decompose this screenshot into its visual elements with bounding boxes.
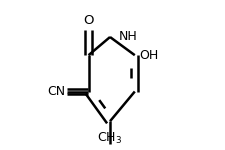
Text: O: O (83, 14, 94, 27)
Text: OH: OH (140, 49, 159, 62)
Text: NH: NH (118, 30, 137, 43)
Text: CN: CN (47, 85, 65, 98)
Text: CH$_3$: CH$_3$ (97, 131, 123, 146)
